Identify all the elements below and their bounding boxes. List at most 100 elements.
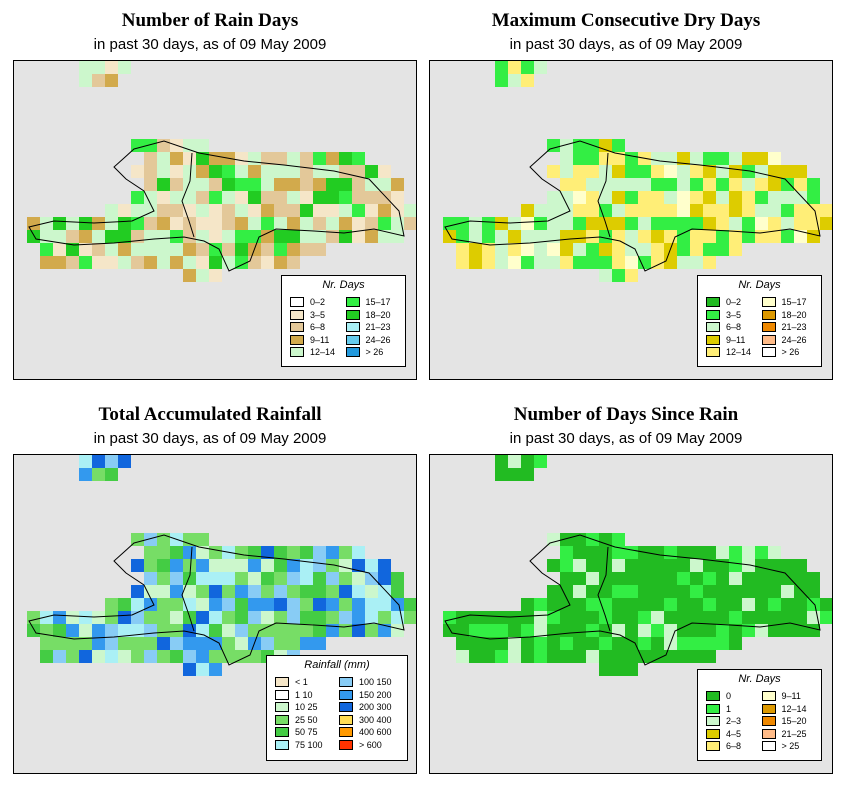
island-outline bbox=[28, 140, 405, 272]
grid-cell bbox=[716, 152, 729, 165]
grid-cell bbox=[339, 572, 352, 585]
grid-cell bbox=[209, 230, 222, 243]
grid-cell bbox=[534, 230, 547, 243]
grid-cell bbox=[300, 624, 313, 637]
grid-cell bbox=[79, 637, 92, 650]
grid-cell bbox=[144, 165, 157, 178]
grid-cell bbox=[196, 243, 209, 256]
grid-cell bbox=[326, 624, 339, 637]
grid-cell bbox=[703, 217, 716, 230]
grid-cell bbox=[625, 243, 638, 256]
grid-cell bbox=[573, 624, 586, 637]
legend-label: 21–23 bbox=[781, 322, 807, 332]
grid-cell bbox=[183, 650, 196, 663]
grid-cell bbox=[638, 611, 651, 624]
grid-cell bbox=[729, 559, 742, 572]
grid-cell bbox=[326, 559, 339, 572]
legend-item: 2–3 bbox=[706, 715, 741, 727]
grid-cell bbox=[521, 468, 534, 481]
grid-cell bbox=[690, 256, 703, 269]
grid-cell bbox=[378, 178, 391, 191]
grid-cell bbox=[781, 572, 794, 585]
grid-cell bbox=[573, 243, 586, 256]
grid-cell bbox=[144, 256, 157, 269]
grid-cell bbox=[274, 230, 287, 243]
grid-cell bbox=[144, 152, 157, 165]
legend-label: 1 10 bbox=[295, 689, 313, 700]
grid-cell bbox=[820, 204, 832, 217]
grid-cell bbox=[625, 152, 638, 165]
grid-cell bbox=[534, 611, 547, 624]
grid-cell bbox=[300, 204, 313, 217]
grid-cell bbox=[677, 585, 690, 598]
grid-cell bbox=[261, 572, 274, 585]
grid-cell bbox=[573, 204, 586, 217]
grid-cell bbox=[261, 611, 274, 624]
legend-item: 9–11 bbox=[761, 690, 801, 702]
grid-cell bbox=[612, 191, 625, 204]
grid-cell bbox=[781, 217, 794, 230]
grid-cell bbox=[612, 204, 625, 217]
legend-item: 15–20 bbox=[761, 715, 807, 727]
grid-cell bbox=[690, 650, 703, 663]
grid-cell bbox=[66, 624, 79, 637]
grid-cell bbox=[716, 204, 729, 217]
grid-cell bbox=[131, 624, 144, 637]
grid-cell bbox=[508, 74, 521, 87]
grid-cell bbox=[313, 243, 326, 256]
grid-cell bbox=[170, 650, 183, 663]
grid-cell bbox=[235, 611, 248, 624]
panel-max-dry-days: Maximum Consecutive Dry Days in past 30 … bbox=[416, 0, 836, 392]
legend-item: 400 600 bbox=[339, 726, 392, 738]
legend-swatch bbox=[761, 741, 776, 751]
grid-cell bbox=[755, 217, 768, 230]
grid-cell bbox=[105, 468, 118, 481]
grid-cell bbox=[261, 243, 274, 256]
grid-cell bbox=[404, 204, 416, 217]
legend-swatch bbox=[290, 297, 304, 307]
grid-cell bbox=[677, 624, 690, 637]
grid-cell bbox=[79, 217, 92, 230]
grid-cell bbox=[352, 165, 365, 178]
grid-cell bbox=[339, 191, 352, 204]
grid-cell bbox=[105, 650, 118, 663]
grid-cell bbox=[53, 637, 66, 650]
grid-cell bbox=[742, 611, 755, 624]
legend-label: 150 200 bbox=[359, 689, 392, 700]
grid-cell bbox=[300, 191, 313, 204]
grid-cell bbox=[300, 611, 313, 624]
grid-cell bbox=[586, 230, 599, 243]
grid-cell bbox=[807, 191, 820, 204]
grid-cell bbox=[300, 585, 313, 598]
grid-cell bbox=[92, 650, 105, 663]
grid-cell bbox=[196, 585, 209, 598]
grid-cell bbox=[339, 585, 352, 598]
grid-cell bbox=[118, 204, 131, 217]
grid-cell bbox=[144, 572, 157, 585]
grid-cell bbox=[651, 256, 664, 269]
grid-cell bbox=[131, 585, 144, 598]
grid-cell bbox=[677, 152, 690, 165]
grid-cell bbox=[768, 204, 781, 217]
grid-cell bbox=[196, 256, 209, 269]
grid-cell bbox=[495, 256, 508, 269]
grid-cell bbox=[729, 546, 742, 559]
grid-cell bbox=[703, 637, 716, 650]
grid-cell bbox=[209, 256, 222, 269]
grid-cell bbox=[807, 178, 820, 191]
grid-cell bbox=[638, 217, 651, 230]
grid-cell bbox=[703, 611, 716, 624]
grid-cell bbox=[79, 468, 92, 481]
grid-cell bbox=[716, 243, 729, 256]
grid-cell bbox=[716, 546, 729, 559]
grid-cell bbox=[599, 637, 612, 650]
grid-cell bbox=[105, 243, 118, 256]
grid-cell bbox=[339, 546, 352, 559]
grid-cell bbox=[573, 572, 586, 585]
grid-cell bbox=[339, 598, 352, 611]
grid-cell bbox=[586, 546, 599, 559]
grid-cell bbox=[391, 230, 404, 243]
grid-cell bbox=[638, 650, 651, 663]
grid-cell bbox=[105, 598, 118, 611]
grid-cell bbox=[222, 585, 235, 598]
